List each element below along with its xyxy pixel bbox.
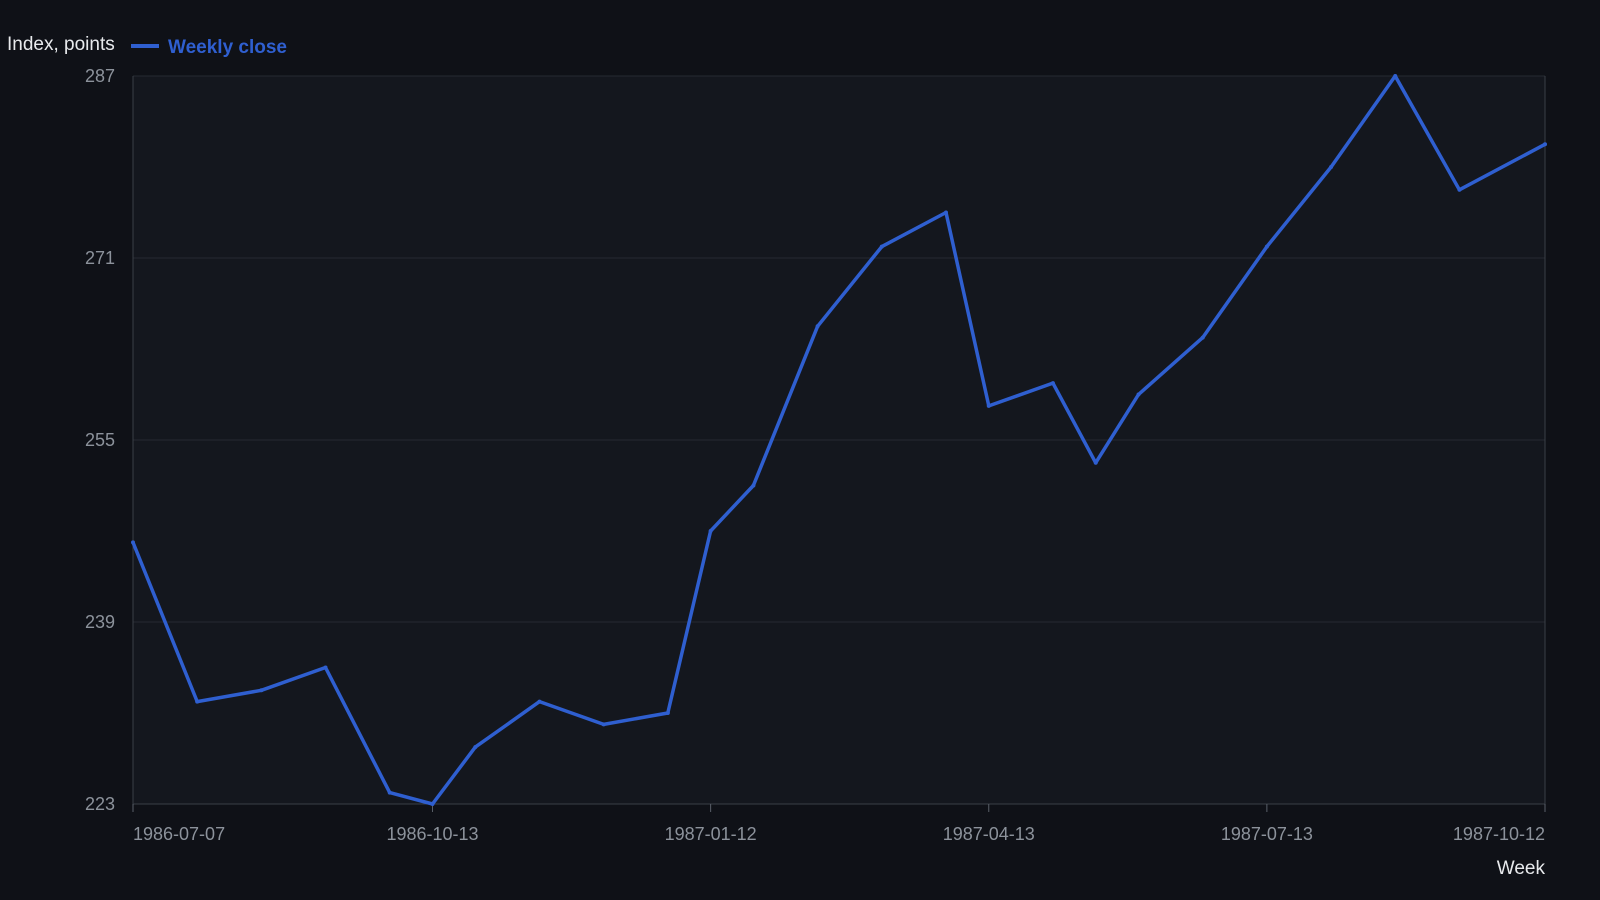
y-tick-label: 271 <box>85 248 115 268</box>
axes: 223 239 255 271 287 1986-07-07 1986-10-13 1987-… <box>85 66 1546 844</box>
data-point <box>1050 381 1055 386</box>
labels: Index, points Week <box>7 34 1545 879</box>
data-point <box>387 790 392 795</box>
data-point <box>879 244 884 249</box>
y-tick-label: 255 <box>85 430 115 450</box>
data-point <box>259 688 264 693</box>
series-layer <box>131 74 1547 806</box>
data-point <box>473 745 478 750</box>
x-tick-label: 1987-04-13 <box>943 824 1035 844</box>
y-tick-label: 287 <box>85 66 115 86</box>
x-tick-label: 1987-10-12 <box>1453 824 1545 844</box>
legend: Weekly close <box>131 37 287 58</box>
y-tick-label: 223 <box>85 794 115 814</box>
data-point <box>1543 142 1547 147</box>
data-point <box>537 699 542 704</box>
data-point <box>131 540 135 545</box>
data-point <box>815 324 820 329</box>
x-tick-label: 1987-01-12 <box>665 824 757 844</box>
x-tick-label: 1986-10-13 <box>386 824 478 844</box>
legend-label: Weekly close <box>168 37 287 58</box>
data-point <box>323 665 328 670</box>
data-point <box>665 711 670 715</box>
data-point <box>601 722 606 727</box>
data-point <box>1200 335 1205 340</box>
data-point <box>943 210 948 215</box>
x-tick-label: 1987-07-13 <box>1221 824 1313 844</box>
y-tick-label: 239 <box>85 612 115 632</box>
data-point <box>1393 74 1398 78</box>
data-point <box>751 483 756 488</box>
x-axis-title: Week <box>1497 858 1546 879</box>
data-point <box>1264 244 1269 249</box>
x-tick-label: 1986-07-07 <box>133 824 225 844</box>
data-point <box>1136 392 1141 397</box>
data-point <box>195 699 200 704</box>
data-point <box>986 403 991 408</box>
data-point <box>430 802 435 806</box>
data-point <box>1457 187 1462 192</box>
y-axis-title: Index, points <box>7 34 115 55</box>
data-point <box>708 529 713 533</box>
data-point <box>1093 460 1098 465</box>
data-point <box>1329 165 1334 169</box>
